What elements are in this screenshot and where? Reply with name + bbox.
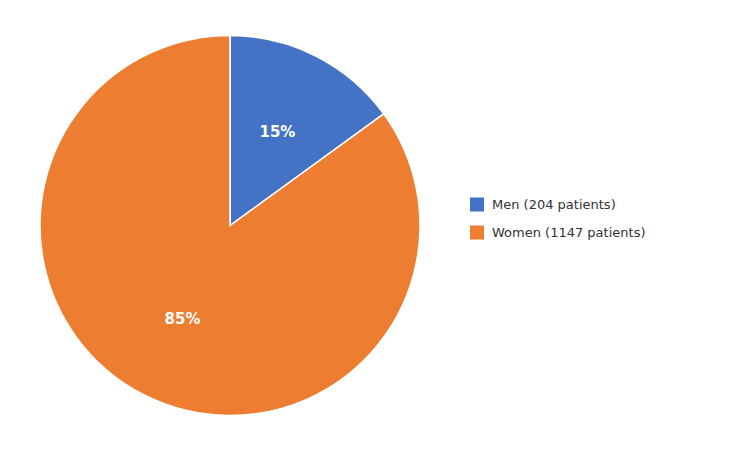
- pie: [40, 36, 420, 416]
- chart-container: 15% 85% Men (204 patients) Women (1147 pati…: [0, 0, 751, 451]
- legend-swatch: [470, 198, 484, 212]
- legend-item: Women (1147 patients): [470, 225, 645, 240]
- legend-label: Men (204 patients): [492, 197, 616, 212]
- legend-swatch: [470, 226, 484, 240]
- data-label: 85%: [165, 310, 201, 328]
- legend-item: Men (204 patients): [470, 197, 616, 212]
- chart-svg: 15% 85% Men (204 patients) Women (1147 pati…: [0, 0, 751, 451]
- legend-label: Women (1147 patients): [492, 225, 645, 240]
- data-label: 15%: [259, 123, 295, 141]
- data-labels: 15% 85%: [165, 123, 296, 327]
- legend: Men (204 patients) Women (1147 patients): [470, 197, 645, 240]
- pie-slice: [40, 36, 420, 416]
